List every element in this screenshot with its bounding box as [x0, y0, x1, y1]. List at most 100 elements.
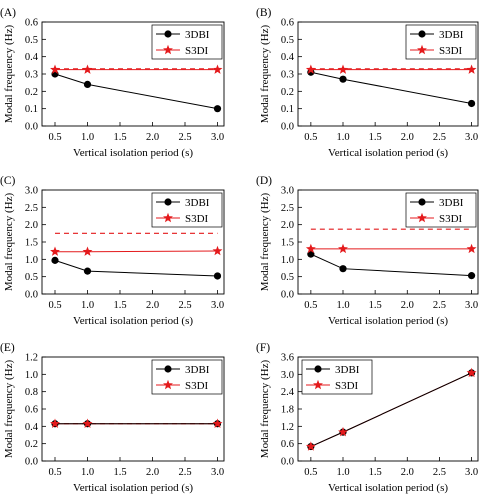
series-line-3dbi [310, 253, 472, 277]
legend-label: 3DBI [185, 197, 210, 209]
panel-label: (D) [256, 175, 272, 187]
x-tick-label: 1.0 [81, 467, 94, 478]
legend-marker-star [163, 379, 173, 390]
y-tick-label: 0.5 [25, 272, 38, 283]
point-3dbi [467, 99, 476, 108]
point-3dbi [83, 80, 92, 88]
chart-panel: (A) 0.0 0.1 0.2 0.3 0.4 0.5 0.6 0.5 1.0 1.5 2.0 2.5 3… [0, 7, 225, 159]
legend-label: 3DBI [439, 29, 464, 41]
legend-marker-star [417, 212, 427, 223]
x-axis-title: Vertical isolation period (s) [328, 482, 448, 494]
x-tick-label: 1.5 [113, 467, 126, 478]
legend-box [151, 359, 223, 395]
legend-marker-circle [314, 365, 322, 373]
y-tick-label: 0.4 [281, 52, 295, 63]
y-tick-label: 2.4 [281, 387, 295, 398]
y-tick-label: 3.0 [25, 186, 38, 197]
y-tick-label: 0.6 [25, 18, 38, 29]
y-tick-label: 0.5 [281, 272, 294, 283]
point-s3di [50, 246, 60, 256]
y-tick-label: 0.8 [25, 387, 38, 398]
x-tick-label: 0.5 [304, 300, 317, 311]
y-tick-label: 3.0 [281, 186, 294, 197]
legend: 3DBI S3DI [301, 359, 373, 395]
y-tick-label: 0.4 [25, 422, 39, 433]
point-s3di [50, 64, 60, 74]
y-tick-label: 0.0 [281, 122, 294, 133]
legend: 3DBI S3DI [405, 24, 477, 60]
legend-marker-star [163, 212, 173, 223]
x-tick-label: 2.5 [178, 300, 191, 311]
chart-panel: (B) 0.0 0.1 0.2 0.3 0.4 0.5 0.6 0.5 1.0 1.5 2.0 2.5 3… [256, 7, 479, 159]
legend-label: S3DI [439, 213, 463, 225]
point-s3di [305, 64, 316, 74]
y-tick-label: 0.6 [281, 439, 294, 450]
point-s3di [466, 64, 477, 74]
point-s3di [466, 367, 477, 378]
y-tick-label: 0.4 [25, 52, 39, 63]
point-s3di [82, 246, 93, 256]
x-tick-label: 2.5 [433, 300, 446, 311]
legend-marker-star [163, 44, 173, 55]
point-s3di [338, 64, 348, 74]
x-tick-label: 2.0 [401, 467, 414, 478]
point-3dbi [213, 272, 222, 280]
legend-label: 3DBI [185, 364, 210, 376]
y-axis-title: Modal frequency (Hz) [259, 24, 271, 123]
point-s3di [305, 441, 316, 451]
x-tick-label: 1.0 [81, 132, 94, 143]
y-tick-label: 0.2 [25, 439, 38, 450]
y-tick-label: 1.0 [25, 370, 38, 381]
chart-panel: (D) 0.0 0.5 1.0 1.5 2.0 2.5 3.0 0.5 1.0 1.5 2.0 2.5 3… [256, 175, 479, 327]
legend-label: 3DBI [185, 29, 210, 41]
y-tick-label: 0.0 [281, 290, 294, 301]
legend-label: 3DBI [439, 197, 464, 209]
series-line-3dbi [54, 73, 218, 110]
x-tick-label: 2.0 [146, 132, 159, 143]
panel-label: (E) [0, 342, 15, 354]
point-3dbi [213, 105, 222, 113]
point-3dbi [307, 250, 315, 258]
legend-marker-circle [418, 30, 426, 38]
x-tick-label: 1.0 [336, 467, 349, 478]
legend: 3DBI S3DI [405, 192, 477, 228]
x-tick-label: 3.0 [465, 300, 478, 311]
point-s3di [82, 418, 93, 428]
point-s3di [466, 243, 477, 254]
x-tick-label: 2.5 [433, 467, 446, 478]
y-tick-label: 0.1 [281, 104, 294, 115]
legend-box [151, 24, 223, 60]
y-tick-label: 0.1 [25, 104, 38, 115]
x-tick-label: 1.0 [336, 132, 349, 143]
y-tick-label: 3.6 [281, 353, 294, 364]
legend-marker-circle [164, 30, 172, 38]
x-axis-title: Vertical isolation period (s) [73, 482, 193, 494]
x-tick-label: 3.0 [211, 300, 224, 311]
y-tick-label: 0.0 [25, 457, 38, 468]
y-tick-label: 1.0 [281, 255, 294, 266]
legend: 3DBI S3DI [151, 192, 223, 228]
x-tick-label: 2.5 [433, 132, 446, 143]
y-axis-title: Modal frequency (Hz) [3, 192, 15, 291]
y-tick-label: 0.6 [281, 18, 294, 29]
legend-marker-circle [418, 198, 426, 206]
point-3dbi [83, 267, 92, 275]
legend: 3DBI S3DI [151, 24, 223, 60]
point-s3di [50, 418, 60, 428]
panel-label: (C) [0, 175, 16, 187]
legend-label: S3DI [185, 213, 209, 225]
point-3dbi [51, 256, 59, 264]
legend-label: S3DI [185, 45, 209, 57]
point-s3di [212, 418, 223, 428]
y-tick-label: 0.6 [25, 405, 38, 416]
y-tick-label: 1.2 [25, 353, 38, 364]
x-tick-label: 0.5 [48, 132, 61, 143]
y-tick-label: 2.0 [25, 220, 38, 231]
panel-label: (B) [256, 7, 272, 19]
y-tick-label: 2.0 [281, 220, 294, 231]
y-tick-label: 0.5 [281, 35, 294, 46]
legend-box [405, 24, 477, 60]
x-tick-label: 0.5 [304, 467, 317, 478]
y-tick-label: 2.5 [25, 203, 38, 214]
point-s3di [212, 64, 223, 74]
